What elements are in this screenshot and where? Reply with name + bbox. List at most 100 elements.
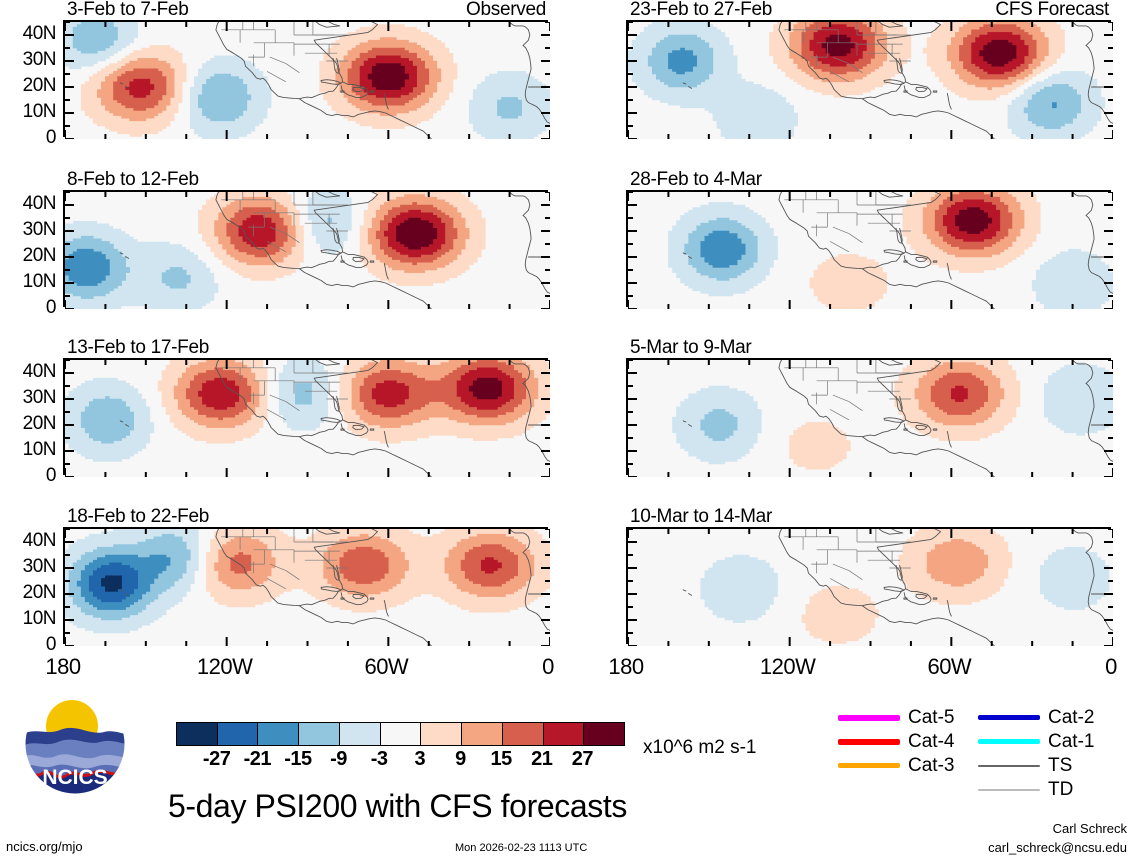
legend-label: Cat-4 [908,731,955,752]
panel-title: 5-Mar to 9-Mar [630,337,752,358]
panel-title: 10-Mar to 14-Mar [630,506,772,527]
footer-author: Carl Schreck [1052,821,1127,836]
footer-email[interactable]: carl_schreck@ncsu.edu [988,840,1127,855]
panel-title: 23-Feb to 27-Feb [630,0,773,20]
colorbar-swatch [501,723,543,745]
colorbar-swatch [420,723,462,745]
coastlines [119,22,550,139]
panel-title: 28-Feb to 4-Mar [630,169,762,190]
y-axis-tick-label: 30N [22,49,57,70]
political-borders [221,360,348,421]
legend-item-cat-1: Cat-1 [978,732,1094,751]
y-axis-tick-label: 40N [22,23,57,44]
legend-swatch-line [978,739,1040,744]
colorbar-tick-label: -9 [330,748,347,770]
map-plot-area [626,527,1113,646]
legend-swatch-line [838,763,900,768]
x-axis-tick-label: 120W [196,654,253,679]
colorbar-tick-label: -27 [202,748,231,770]
colorbar-tick-label: 3 [414,748,426,770]
y-axis-tick-label: 40N [22,361,57,382]
y-axis-tick-label: 40N [22,530,57,551]
colorbar-swatch [216,723,258,745]
contour-fill [628,22,1113,139]
legend-label: TS [1048,755,1073,776]
legend-label: Cat-1 [1048,731,1095,752]
y-axis-tick-label: 10N [22,271,57,292]
x-axis-tick-label: 180 [45,654,81,679]
coastlines [682,360,1113,477]
colorbar-swatch [257,723,299,745]
map-plot-area [63,190,550,309]
footer-site-link[interactable]: ncics.org/mjo [6,839,83,854]
y-axis-tick-label: 40N [22,193,57,214]
contour-fill [628,529,1113,646]
map-plot-area [63,358,550,477]
contour-fill [65,192,550,309]
x-axis-tick-label: 0 [1105,654,1117,679]
contour-fill [65,529,550,646]
legend-swatch-line [838,714,900,721]
y-axis-tick-label: 30N [22,556,57,577]
political-borders [784,529,911,590]
panel-title: 8-Feb to 12-Feb [67,169,199,190]
legend-item-td: TD [978,780,1073,799]
colorbar-swatch [177,723,217,745]
contour-fill [65,360,550,477]
cfs-forecast-tag: CFS Forecast [995,0,1109,20]
main-title: 5-day PSI200 with CFS forecasts [168,788,627,824]
panel-title: 3-Feb to 7-Feb [67,0,189,20]
y-axis-tick-label: 0 [45,465,57,486]
y-axis-tick-label: 30N [22,219,57,240]
political-borders [221,529,348,590]
y-axis-tick-label: 10N [22,101,57,122]
y-axis-tick-label: 0 [45,127,57,148]
colorbar: -27 -21 -15 -9 -3 3 9 15 21 27 [176,722,626,782]
colorbar-tick-label: 9 [455,748,466,770]
colorbar-swatch [338,723,380,745]
observed-tag: Observed [466,0,546,20]
legend-item-cat-2: Cat-2 [978,708,1094,727]
colorbar-tick-label: 15 [490,748,512,770]
ncics-logo: NCICS [20,692,130,800]
colorbar-swatch [298,723,339,745]
map-plot-area [63,527,550,646]
coastlines [682,529,1113,646]
legend-label: TD [1048,779,1074,800]
legend-swatch-line [978,788,1040,791]
legend-swatch-line [838,738,900,745]
map-plot-area [626,190,1113,309]
contour-fill [65,22,550,139]
ncics-logo-text: NCICS [42,766,107,789]
x-axis-tick-label: 180 [608,654,644,679]
y-axis-tick-label: 20N [22,413,57,434]
legend-item-cat-5: Cat-5 [838,708,954,727]
colorbar-swatch [542,723,584,745]
x-axis-tick-label: 60W [927,654,972,679]
colorbar-swatch [461,723,502,745]
colorbar-tick-label: -3 [370,748,388,770]
x-axis-tick-label: 60W [364,654,409,679]
panel-title: 18-Feb to 22-Feb [67,506,210,527]
colorbar-tick-label: -21 [243,748,272,770]
legend-item-cat-3: Cat-3 [838,756,954,775]
y-axis-tick-label: 0 [45,297,57,318]
y-axis-tick-label: 20N [22,75,57,96]
panel-title: 13-Feb to 17-Feb [67,337,210,358]
legend-swatch-line [978,715,1040,720]
coastlines [682,192,1113,309]
legend-label: Cat-5 [908,707,955,728]
colorbar-units-label: x10^6 m2 s-1 [643,737,757,758]
colorbar-tick-label: 27 [571,748,594,770]
map-plot-area [63,20,550,139]
coastlines [119,360,550,477]
colorbar-swatch [379,723,421,745]
legend-swatch-line [978,764,1040,767]
coastlines [682,22,1113,139]
y-axis-tick-label: 30N [22,387,57,408]
footer-timestamp: Mon 2026-02-23 1113 UTC [455,842,588,854]
map-plot-area [626,358,1113,477]
y-axis-tick-label: 10N [22,608,57,629]
legend-item-ts: TS [978,756,1072,775]
y-axis-tick-label: 20N [22,582,57,603]
